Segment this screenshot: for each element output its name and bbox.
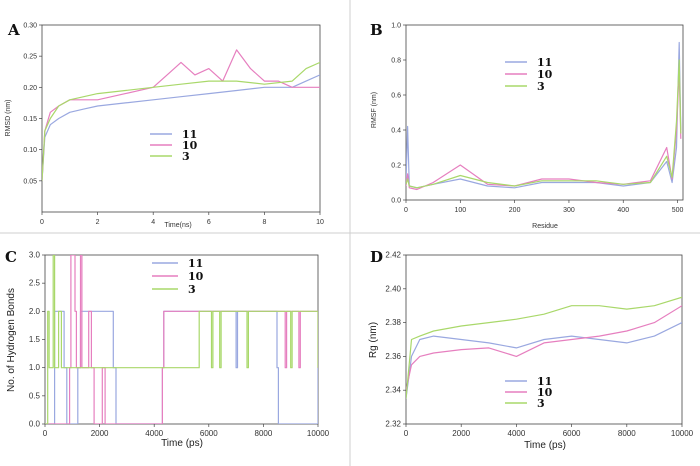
x-axis-title: Time(ns) [164, 222, 191, 229]
y-tick-label: 0.2 [391, 163, 401, 170]
legend-label-10: 10 [188, 270, 204, 283]
x-tick-label: 10000 [307, 429, 330, 438]
legend-label-10: 10 [537, 386, 553, 399]
legend-label-3: 3 [182, 150, 190, 163]
x-tick-label: 500 [672, 207, 684, 214]
series-group [45, 255, 318, 424]
x-tick-label: 6 [207, 219, 211, 226]
y-tick-label: 0.6 [391, 93, 401, 100]
x-tick-label: 8000 [255, 429, 273, 438]
series-line-11 [406, 322, 682, 399]
series-line-11 [42, 74, 320, 181]
y-tick-label: 3.0 [29, 251, 41, 260]
y-tick-label: 0.8 [391, 58, 401, 65]
legend-label-3: 3 [188, 283, 196, 296]
series-line-10 [42, 49, 320, 181]
x-tick-label: 200 [509, 207, 521, 214]
y-axis-title: RMSD (nm) [5, 100, 12, 137]
y-tick-label: 0.5 [29, 391, 41, 400]
x-tick-label: 6000 [200, 429, 218, 438]
y-tick-label: 2.34 [385, 386, 401, 395]
x-tick-label: 8 [262, 219, 266, 226]
x-tick-label: 0 [43, 429, 48, 438]
y-tick-label: 2.38 [385, 318, 401, 327]
y-tick-label: 2.40 [385, 284, 401, 293]
series-line-11 [45, 310, 318, 424]
legend-label-10: 10 [537, 68, 553, 81]
series-group [42, 49, 320, 181]
x-tick-label: 6000 [563, 429, 581, 438]
y-tick-label: 2.32 [385, 420, 401, 429]
y-axis-title: RMSF (nm) [371, 92, 378, 128]
x-tick-label: 4000 [145, 429, 163, 438]
y-tick-label: 2.42 [385, 251, 401, 260]
y-tick-label: 1.0 [391, 23, 401, 30]
x-tick-label: 400 [617, 207, 629, 214]
x-axis-title: Time (ps) [161, 438, 203, 449]
y-tick-label: 0.0 [391, 198, 401, 205]
x-tick-label: 4000 [508, 429, 526, 438]
legend-label-11: 11 [182, 128, 197, 141]
y-tick-label: 0.4 [391, 128, 401, 135]
y-tick-label: 2.36 [385, 352, 401, 361]
panel-label-a: A [7, 21, 20, 39]
panel-c: C 0 2000 4000 6000 8000 10000 0.0 0.5 1.0 1.5 2.0 2.… [5, 248, 330, 449]
x-axis-title: Residue [532, 223, 558, 230]
legend-label-10: 10 [182, 139, 198, 152]
plot-frame [41, 24, 321, 213]
legend-label-11: 11 [537, 56, 552, 69]
plot-frame [405, 254, 683, 425]
series-line-3 [406, 59, 682, 189]
panel-b: B 0 100 200 300 400 500 0.0 0.2 0.4 0.6 0.8 1.0 Resid… [370, 21, 684, 230]
y-tick-label: 0.25 [23, 54, 37, 61]
x-axis-title: Time (ps) [524, 440, 566, 451]
y-axis-title: Rg (nm) [368, 322, 379, 358]
x-tick-label: 100 [454, 207, 466, 214]
series-line-3 [406, 296, 682, 399]
y-tick-label: 2.5 [29, 279, 41, 288]
y-tick-label: 1.5 [29, 335, 41, 344]
x-tick-label: 2 [96, 219, 100, 226]
y-tick-label: 0.30 [23, 23, 37, 30]
x-tick-label: 2000 [452, 429, 470, 438]
panel-d: D 0 2000 4000 6000 8000 10000 2.32 2.34 2.36 2.38 2… [368, 248, 694, 451]
y-axis-title: No. of Hydrogen Bonds [6, 288, 17, 392]
series-line-3 [42, 61, 320, 181]
series-line-10 [406, 305, 682, 391]
panel-label-c: C [5, 248, 17, 266]
x-tick-label: 0 [40, 219, 44, 226]
legend-label-3: 3 [537, 80, 545, 93]
y-tick-label: 1.0 [29, 363, 41, 372]
x-tick-label: 10 [316, 219, 324, 226]
series-group [406, 41, 682, 191]
x-tick-label: 300 [563, 207, 575, 214]
legend-label-11: 11 [537, 375, 552, 388]
series-line-3 [45, 255, 318, 424]
y-tick-label: 0.20 [23, 85, 37, 92]
x-tick-label: 4 [151, 219, 155, 226]
x-tick-label: 10000 [671, 429, 694, 438]
legend-label-3: 3 [537, 397, 545, 410]
y-tick-label: 0.0 [29, 420, 41, 429]
y-tick-label: 0.05 [23, 178, 37, 185]
panel-a: A 0 2 4 6 8 10 0.05 0.10 0.15 0.20 0.25 0.30 Time(ns)… [5, 21, 324, 229]
x-tick-label: 2000 [91, 429, 109, 438]
panel-label-b: B [370, 21, 383, 39]
y-tick-label: 2.0 [29, 307, 41, 316]
panel-label-d: D [370, 248, 383, 266]
x-tick-label: 0 [404, 207, 408, 214]
x-tick-label: 8000 [618, 429, 636, 438]
x-tick-label: 0 [404, 429, 409, 438]
series-group [406, 296, 682, 399]
y-tick-label: 0.15 [23, 116, 37, 123]
plot-frame [405, 24, 684, 201]
y-tick-label: 0.10 [23, 147, 37, 154]
legend-label-11: 11 [188, 257, 203, 270]
